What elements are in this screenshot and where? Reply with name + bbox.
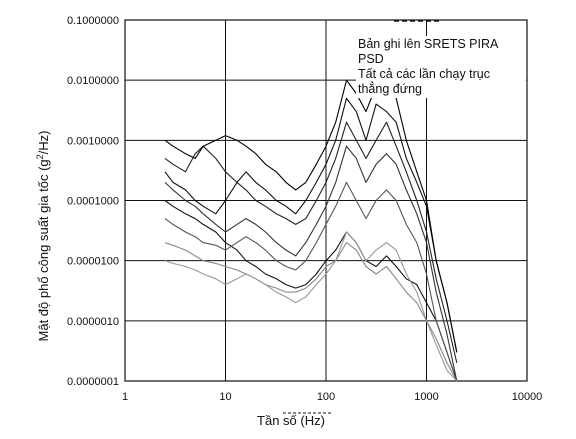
series-line [164,231,458,382]
x-tick-label: 100 [317,391,335,403]
y-axis-title-tail: /Hz) [36,131,51,155]
legend-line-4: thẳng đứng [358,81,422,96]
series-line [164,181,458,382]
series-lines [164,61,458,382]
legend-line-2: PSD [358,52,384,66]
series-line [164,145,458,382]
series-line [164,200,458,382]
y-tick-label: 0.0010000 [67,135,119,147]
y-tick-label: 0.0000100 [67,256,119,268]
legend-box [356,36,526,98]
y-tick-label: 0.0100000 [67,75,119,87]
y-tick-labels: 0.0000001 0.0000010 0.0000100 0.0001000 0.00… [67,15,119,388]
x-tick-label: 10 [219,391,231,403]
y-axis-title-main: Mật độ phổ công suất gia tốc (g [36,159,51,341]
x-tick-label: 1000 [414,391,438,403]
series-line [164,121,458,364]
y-tick-label: 0.1000000 [67,15,119,27]
y-tick-label: 0.0000001 [67,376,119,388]
x-axis-title: Tần số (Hz) [257,413,325,428]
x-tick-label: 10000 [512,391,543,403]
y-axis-title: Mật độ phổ công suất gia tốc (g2/Hz) [35,131,51,342]
x-tick-labels: 1 10 100 1000 10000 [122,391,542,403]
series-line [164,97,458,353]
series-line [164,242,458,382]
y-tick-label: 0.0001000 [67,196,119,208]
series-line [164,61,458,353]
x-tick-label: 1 [122,391,128,403]
legend-line-1: Bản ghi lên SRETS PIRA [358,37,499,51]
legend-line-3: Tất cả các lần chạy trục [358,67,490,81]
y-tick-label: 0.0000010 [67,316,119,328]
plot-frame [124,19,528,382]
y-axis-title-sup: 2 [35,154,45,159]
